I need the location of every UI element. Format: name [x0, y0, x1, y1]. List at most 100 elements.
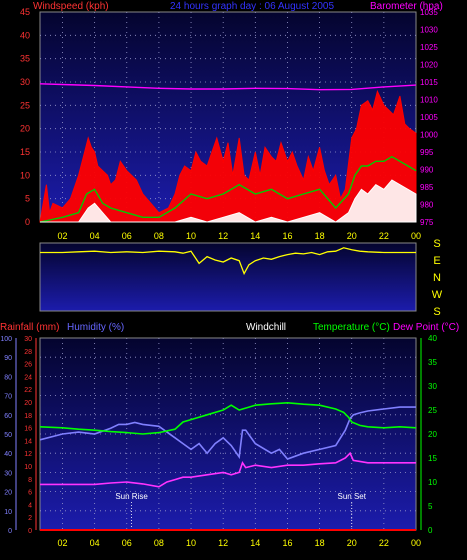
- humidity-series: [39, 406, 416, 460]
- temperature-tick-label: 40: [428, 334, 437, 343]
- rainfall-tick-label: 12: [24, 451, 32, 458]
- temp-plot-series: Sun Rise Sun Set: [39, 401, 417, 531]
- x-tick-label: 18: [315, 538, 325, 548]
- x-tick-label: 12: [218, 538, 228, 548]
- x-tick-label: 16: [282, 231, 292, 241]
- x-tick-label: 20: [347, 538, 357, 548]
- windspeed-tick-label: 5: [25, 194, 30, 204]
- humidity-tick-label: 30: [4, 470, 12, 477]
- humidity-tick-label: 70: [4, 394, 12, 401]
- rainfall-tick-label: 14: [24, 438, 32, 445]
- rainfall-tick-label: 26: [24, 362, 32, 369]
- barometer-axis-label: Barometer (hpa): [370, 1, 443, 12]
- top-x-axis: 02 04 06 08 10 12 14 16 18 20 22 00: [57, 231, 421, 241]
- x-tick-label: 16: [282, 538, 292, 548]
- x-tick-label: 00: [411, 231, 421, 241]
- x-tick-label: 18: [315, 231, 325, 241]
- humidity-tick-label: 20: [4, 490, 12, 497]
- x-tick-label: 14: [250, 538, 260, 548]
- rainfall-tick-label: 30: [24, 336, 32, 343]
- rainfall-axis-label: Rainfall (mm): [0, 322, 59, 333]
- barometer-tick-label: 990: [420, 166, 434, 175]
- barometer-tick-label: 1030: [420, 26, 438, 35]
- rainfall-tick-label: 10: [24, 464, 32, 471]
- wind-direction-plot-area: [39, 242, 417, 312]
- windspeed-gust-series: [39, 89, 417, 223]
- rainfall-tick-label: 18: [24, 413, 32, 420]
- barometer-tick-label: 1010: [420, 96, 438, 105]
- temperature-humidity-plot-area: [39, 337, 417, 531]
- graph-title: 24 hours graph day : 06 August 2005: [170, 1, 334, 12]
- x-tick-label: 10: [186, 231, 196, 241]
- humidity-tick-label: 80: [4, 374, 12, 381]
- x-tick-label: 02: [57, 538, 67, 548]
- x-tick-label: 10: [186, 538, 196, 548]
- temp-plot-axes: 0102030405060708090100024681012141618202…: [0, 334, 437, 535]
- windspeed-tick-label: 10: [20, 170, 30, 180]
- x-tick-label: 04: [90, 231, 100, 241]
- dewpoint-axis-label: Dew Point (°C): [393, 322, 459, 333]
- x-tick-label: 20: [347, 231, 357, 241]
- temperature-tick-label: 20: [428, 430, 437, 439]
- temperature-series: [39, 401, 417, 435]
- direction-tick-label: N: [433, 272, 441, 284]
- barometer-tick-label: 975: [420, 218, 434, 227]
- humidity-tick-label: 40: [4, 451, 12, 458]
- sunrise-label: Sun Rise: [115, 492, 148, 501]
- temperature-tick-label: 30: [428, 382, 437, 391]
- temperature-tick-label: 5: [428, 502, 433, 511]
- direction-tick-label: S: [433, 306, 440, 318]
- x-tick-label: 06: [122, 231, 132, 241]
- barometer-tick-label: 1015: [420, 78, 438, 87]
- temperature-tick-label: 10: [428, 478, 437, 487]
- rainfall-tick-label: 0: [28, 528, 32, 535]
- barometer-tick-label: 1035: [420, 8, 438, 17]
- bottom-x-axis: 02 04 06 08 10 12 14 16 18 20 22 00: [57, 538, 421, 548]
- wind-direction-series: [40, 247, 416, 276]
- x-tick-label: 00: [411, 538, 421, 548]
- x-tick-label: 14: [250, 231, 260, 241]
- humidity-tick-label: 60: [4, 413, 12, 420]
- humidity-tick-label: 50: [4, 432, 12, 439]
- x-tick-label: 22: [379, 538, 389, 548]
- humidity-tick-label: 100: [0, 336, 12, 343]
- rainfall-tick-label: 4: [28, 502, 32, 509]
- windspeed-tick-label: 45: [20, 7, 30, 17]
- windspeed-tick-label: 20: [20, 124, 30, 134]
- rainfall-tick-label: 8: [28, 477, 32, 484]
- rainfall-tick-label: 2: [28, 515, 32, 522]
- humidity-tick-label: 10: [4, 509, 12, 516]
- direction-tick-label: S: [433, 238, 440, 250]
- barometer-tick-label: 1000: [420, 131, 438, 140]
- windspeed-axis-label: Windspeed (kph): [33, 1, 109, 12]
- humidity-axis-label: Humidity (%): [67, 322, 124, 333]
- wind-direction-series-line: [40, 247, 416, 276]
- windspeed-tick-label: 25: [20, 100, 30, 110]
- windspeed-tick-label: 40: [20, 30, 30, 40]
- wind-plot-series: [39, 83, 417, 223]
- x-tick-label: 02: [57, 231, 67, 241]
- barometer-tick-label: 980: [420, 201, 434, 210]
- barometer-axis: 975 980 985 990 995 1000 1005 1010 1015 1020 1025 1…: [420, 8, 438, 227]
- temperature-tick-label: 25: [428, 406, 437, 415]
- rainfall-tick-label: 16: [24, 426, 32, 433]
- rainfall-tick-label: 22: [24, 387, 32, 394]
- temperature-axis-label: Temperature (°C): [313, 322, 390, 333]
- barometer-tick-label: 1005: [420, 113, 438, 122]
- sunset-label: Sun Set: [337, 492, 366, 501]
- barometer-tick-label: 985: [420, 183, 434, 192]
- rainfall-tick-label: 24: [24, 374, 32, 381]
- direction-tick-label: W: [432, 289, 443, 301]
- windspeed-tick-label: 30: [20, 77, 30, 87]
- x-tick-label: 04: [90, 538, 100, 548]
- rainfall-tick-label: 20: [24, 400, 32, 407]
- barometer-tick-label: 1025: [420, 43, 438, 52]
- x-tick-label: 22: [379, 231, 389, 241]
- temperature-tick-label: 0: [428, 526, 433, 535]
- x-tick-label: 08: [154, 538, 164, 548]
- rainfall-tick-label: 6: [28, 490, 32, 497]
- windspeed-tick-label: 0: [25, 217, 30, 227]
- windchill-label: Windchill: [246, 322, 286, 333]
